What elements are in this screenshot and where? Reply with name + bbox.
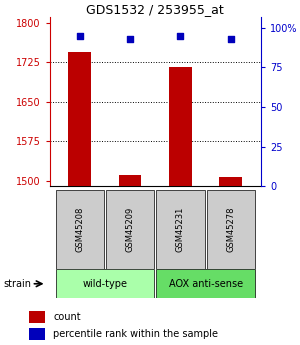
Text: AOX anti-sense: AOX anti-sense <box>169 279 243 289</box>
Text: wild-type: wild-type <box>82 279 128 289</box>
Bar <box>156 269 255 298</box>
Point <box>128 36 133 42</box>
Text: GSM45208: GSM45208 <box>75 207 84 252</box>
Point <box>77 33 82 39</box>
Text: count: count <box>53 312 81 322</box>
Bar <box>56 190 104 269</box>
Bar <box>56 269 154 298</box>
Bar <box>29 328 45 340</box>
Text: percentile rank within the sample: percentile rank within the sample <box>53 329 218 339</box>
Bar <box>119 175 141 186</box>
Text: GSM45278: GSM45278 <box>226 207 235 252</box>
Text: GSM45209: GSM45209 <box>126 207 135 252</box>
Bar <box>207 190 255 269</box>
Point <box>228 36 233 42</box>
Text: strain: strain <box>3 279 31 289</box>
Bar <box>156 190 205 269</box>
Title: GDS1532 / 253955_at: GDS1532 / 253955_at <box>86 3 224 16</box>
Bar <box>68 52 91 186</box>
Bar <box>106 190 154 269</box>
Bar <box>220 177 242 186</box>
Bar <box>169 67 192 186</box>
Point <box>178 33 183 39</box>
Bar <box>29 310 45 323</box>
Text: GSM45231: GSM45231 <box>176 207 185 252</box>
